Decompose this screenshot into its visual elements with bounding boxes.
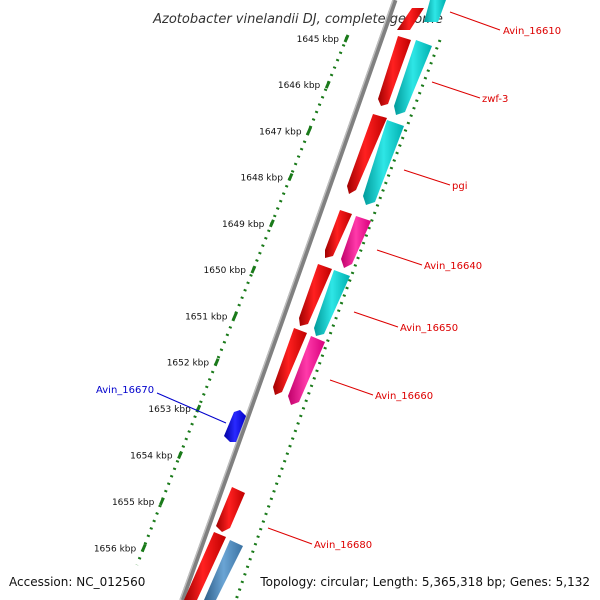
gene-block-avin-16670[interactable] <box>224 410 246 442</box>
ruler-label-1655: 1655 kbp <box>112 498 155 508</box>
gene-block-avin-16640-pink[interactable] <box>341 216 371 268</box>
map-title: Azotobacter vinelandii DJ, complete geno… <box>152 12 443 27</box>
ruler-tick-1654 <box>177 450 183 460</box>
inner-track <box>234 39 442 600</box>
gene-block-avin-16660-pink[interactable] <box>288 336 325 405</box>
leader-avin-16640 <box>376 249 423 266</box>
genome-backbone <box>179 0 398 600</box>
leader-avin-16610 <box>449 11 501 31</box>
leader-avin-16680 <box>267 527 313 545</box>
ruler-label-1649: 1649 kbp <box>222 220 265 230</box>
gene-label-avin-16670[interactable]: Avin_16670 <box>96 385 154 396</box>
ruler-tick-1655 <box>158 497 165 506</box>
ruler-tick-labels: 1645 kbp 1646 kbp 1647 kbp 1648 kbp 1649 kbp… <box>94 35 339 554</box>
gene-block-cyan-2[interactable] <box>394 40 432 115</box>
gene-block-avin-16660[interactable] <box>273 328 307 395</box>
gene-label-avin-16610[interactable]: Avin_16610 <box>503 26 561 37</box>
ruler-label-1648: 1648 kbp <box>241 174 284 184</box>
gene-block-avin-16610[interactable] <box>397 8 424 30</box>
ruler-label-1646: 1646 kbp <box>278 81 321 91</box>
backbone-highlight <box>179 0 394 600</box>
ruler-tick-1656 <box>140 543 147 552</box>
ruler-tick-1650 <box>250 265 257 274</box>
ruler-tick-1651 <box>232 311 238 320</box>
gene-block-pgi[interactable] <box>347 114 387 194</box>
gene-block-lower-red[interactable] <box>184 532 226 600</box>
gene-label-zwf-3[interactable]: zwf-3 <box>482 94 508 105</box>
gene-block-zwf-3[interactable] <box>378 36 411 106</box>
leader-avin-16650 <box>353 311 399 328</box>
gene-features <box>184 0 446 600</box>
ruler-label-1647: 1647 kbp <box>259 127 302 137</box>
leader-avin-16660 <box>329 379 374 396</box>
ruler-tick-1645 <box>343 34 350 43</box>
gene-block-lower-steel[interactable] <box>204 540 243 600</box>
ruler-ticks <box>140 34 350 552</box>
gene-label-leaders <box>156 11 501 545</box>
leader-pgi <box>403 169 451 186</box>
gene-label-pgi[interactable]: pgi <box>452 181 467 192</box>
ruler-label-1645: 1645 kbp <box>297 35 340 45</box>
ruler-label-1650: 1650 kbp <box>204 266 247 276</box>
ruler-label-1653: 1653 kbp <box>148 405 191 415</box>
gene-block-avin-16640[interactable] <box>325 210 352 258</box>
ruler-label-1656: 1656 kbp <box>94 544 137 554</box>
gene-label-avin-16640[interactable]: Avin_16640 <box>424 261 482 272</box>
gene-block-zwf-3-cyan[interactable] <box>424 0 446 22</box>
gene-block-pgi-cyan[interactable] <box>363 120 404 205</box>
ruler-tick-1648 <box>287 172 294 182</box>
topology-text: Topology: circular; Length: 5,365,318 bp… <box>259 575 590 589</box>
ruler-label-1651: 1651 kbp <box>185 312 228 322</box>
gene-block-avin-16680[interactable] <box>216 487 245 532</box>
ruler-label-1654: 1654 kbp <box>130 452 173 462</box>
ruler-tick-1646 <box>324 80 331 89</box>
gene-block-avin-16650-cyan[interactable] <box>314 270 350 336</box>
ruler-label-1652: 1652 kbp <box>167 359 210 369</box>
ruler-tick-1649 <box>269 219 275 228</box>
gene-label-avin-16660[interactable]: Avin_16660 <box>375 391 433 402</box>
gene-label-avin-16650[interactable]: Avin_16650 <box>400 323 458 334</box>
gene-labels: Avin_16610 zwf-3 pgi Avin_16640 Avin_166… <box>96 26 561 551</box>
leader-avin-16670 <box>156 392 227 424</box>
gene-label-avin-16680[interactable]: Avin_16680 <box>314 540 372 551</box>
ruler-tick-1652 <box>213 358 220 367</box>
position-ruler <box>135 36 349 566</box>
ruler-tick-1647 <box>306 126 312 135</box>
leader-zwf-3 <box>431 81 481 99</box>
gene-block-avin-16650[interactable] <box>299 264 332 326</box>
accession-text: Accession: NC_012560 <box>9 575 145 589</box>
